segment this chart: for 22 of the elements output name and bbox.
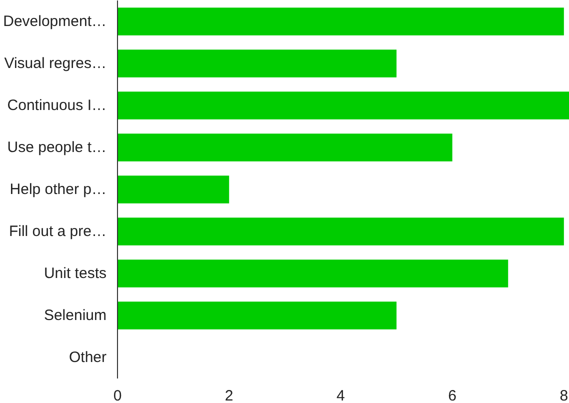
x-tick-label: 8 bbox=[560, 388, 568, 403]
y-tick-label: Use people t… bbox=[7, 139, 107, 156]
x-tick-label: 0 bbox=[113, 388, 122, 403]
y-tick-label: Fill out a pre… bbox=[8, 223, 107, 240]
x-tick-label: 2 bbox=[224, 388, 234, 403]
y-tick-label: Unit tests bbox=[44, 265, 107, 282]
y-tick-label: Development… bbox=[3, 13, 107, 30]
bar bbox=[118, 92, 569, 120]
y-tick-label: Visual regres… bbox=[4, 55, 107, 72]
x-tick-label: 6 bbox=[448, 388, 456, 403]
y-tick-label: Other bbox=[68, 349, 107, 366]
bar bbox=[118, 302, 397, 330]
bar bbox=[118, 260, 508, 288]
bar bbox=[118, 176, 230, 204]
bar bbox=[118, 134, 452, 162]
y-tick-label: Selenium bbox=[44, 307, 107, 324]
bar bbox=[118, 50, 397, 78]
x-tick-label: 4 bbox=[336, 388, 345, 403]
bar bbox=[118, 218, 564, 246]
y-tick-label: Help other p… bbox=[10, 181, 106, 198]
y-tick-label: Continuous I… bbox=[7, 97, 107, 114]
bar bbox=[118, 8, 564, 36]
